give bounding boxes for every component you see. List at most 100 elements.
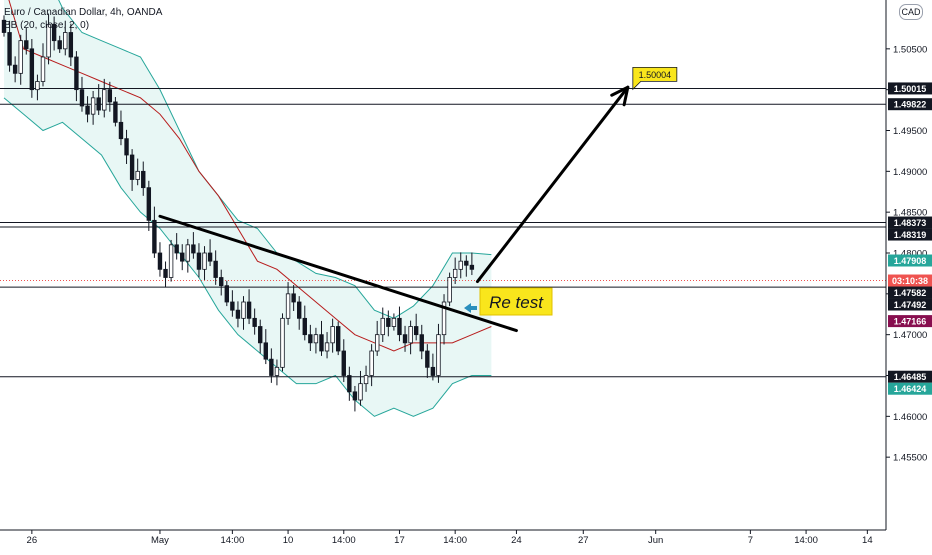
- candle: [174, 233, 179, 260]
- candle: [469, 252, 475, 276]
- time-tick-label: Jun: [648, 535, 663, 546]
- price-tick-label: 1.49500: [893, 126, 927, 137]
- candle-body: [324, 342, 330, 352]
- candle-body: [157, 252, 163, 270]
- price-tag-box: [888, 286, 932, 299]
- candle: [464, 255, 469, 277]
- candle-body: [102, 89, 107, 111]
- candle: [263, 329, 268, 365]
- price-tag: 1.46424: [888, 382, 932, 395]
- price-tag-label: 1.47166: [894, 317, 927, 327]
- candle-body: [118, 121, 124, 140]
- candle: [369, 344, 374, 387]
- candle-body: [297, 301, 302, 319]
- price-tick-label: 1.47000: [893, 330, 927, 341]
- price-tag-box: [888, 82, 932, 95]
- candle: [380, 307, 385, 343]
- price-tag-box: [888, 274, 932, 287]
- arrow-head: [610, 85, 630, 107]
- price-tag-label: 1.47908: [894, 256, 927, 266]
- target-label: 1.50004: [639, 70, 672, 80]
- candle: [241, 296, 246, 330]
- candle: [391, 313, 397, 331]
- candle: [207, 239, 213, 267]
- candle: [458, 252, 463, 279]
- candle: [118, 110, 124, 146]
- currency-button[interactable]: CAD: [899, 4, 923, 20]
- candle: [90, 90, 96, 125]
- candle: [291, 285, 296, 311]
- candle-body: [274, 366, 280, 376]
- candle-body: [441, 301, 447, 336]
- indicator-title: BB (20, close, 2, 0): [4, 20, 90, 31]
- candle: [235, 301, 241, 328]
- candle: [196, 243, 202, 278]
- candle-body: [291, 293, 296, 303]
- candle-body: [207, 252, 213, 262]
- candle: [85, 96, 90, 123]
- candle-body: [7, 32, 12, 66]
- candle-body: [308, 334, 313, 344]
- candle-body: [386, 317, 391, 327]
- candle-body: [358, 383, 363, 401]
- candle: [402, 325, 408, 352]
- candle-body: [263, 342, 268, 360]
- price-axis: 1.505001.500001.495001.490001.485001.480…: [885, 0, 932, 550]
- candle: [436, 323, 441, 383]
- candle: [7, 20, 12, 72]
- candle: [57, 35, 62, 53]
- candle: [347, 366, 352, 401]
- time-tick-label: 10: [283, 535, 294, 546]
- candle: [341, 339, 346, 383]
- candle-body: [152, 219, 157, 254]
- candle: [308, 324, 313, 351]
- candle: [280, 313, 285, 372]
- candle-body: [447, 277, 452, 303]
- drawings: 1.50004 Re test: [158, 66, 678, 333]
- retest-box: [479, 287, 553, 316]
- price-tag: 1.47166: [888, 315, 932, 328]
- candle: [135, 158, 140, 186]
- candle: [324, 332, 330, 359]
- price-tag: 1.48373: [888, 216, 932, 229]
- candle-body: [464, 260, 469, 266]
- candle: [107, 81, 113, 112]
- candle: [352, 385, 358, 412]
- time-tick-label: May: [151, 535, 169, 546]
- candle: [258, 319, 263, 354]
- candle-body: [124, 138, 129, 156]
- candle: [297, 296, 302, 330]
- candle: [74, 51, 79, 102]
- price-tag-box: [888, 298, 932, 311]
- price-tick-label: 1.48000: [893, 249, 927, 260]
- candle-body: [452, 268, 458, 278]
- candle-body: [107, 89, 113, 103]
- candle-body: [113, 101, 118, 123]
- time-tick-label: 24: [511, 535, 522, 546]
- price-tag-label: 1.46485: [894, 372, 927, 382]
- candle: [374, 320, 380, 356]
- candle: [102, 78, 107, 118]
- candle-body: [219, 277, 224, 287]
- candle: [447, 272, 452, 307]
- price-tick-label: 1.45500: [893, 453, 927, 464]
- candle-body: [185, 244, 191, 262]
- price-tag-label: 03:10:38: [892, 276, 928, 286]
- time-tick-label: 27: [578, 535, 589, 546]
- candle: [335, 321, 341, 356]
- candle: [168, 239, 174, 282]
- candle: [152, 206, 157, 258]
- candle-body: [458, 260, 463, 270]
- candle: [441, 294, 447, 345]
- candle: [191, 232, 196, 259]
- price-tag: 1.47492: [888, 298, 932, 311]
- price-tag-label: 1.47582: [894, 288, 927, 298]
- candle-body: [163, 268, 168, 278]
- candle-body: [74, 56, 79, 91]
- retest-label: Re test: [489, 293, 544, 312]
- candle: [180, 244, 185, 271]
- bollinger-upper: [58, 0, 492, 319]
- candle-body: [369, 350, 374, 376]
